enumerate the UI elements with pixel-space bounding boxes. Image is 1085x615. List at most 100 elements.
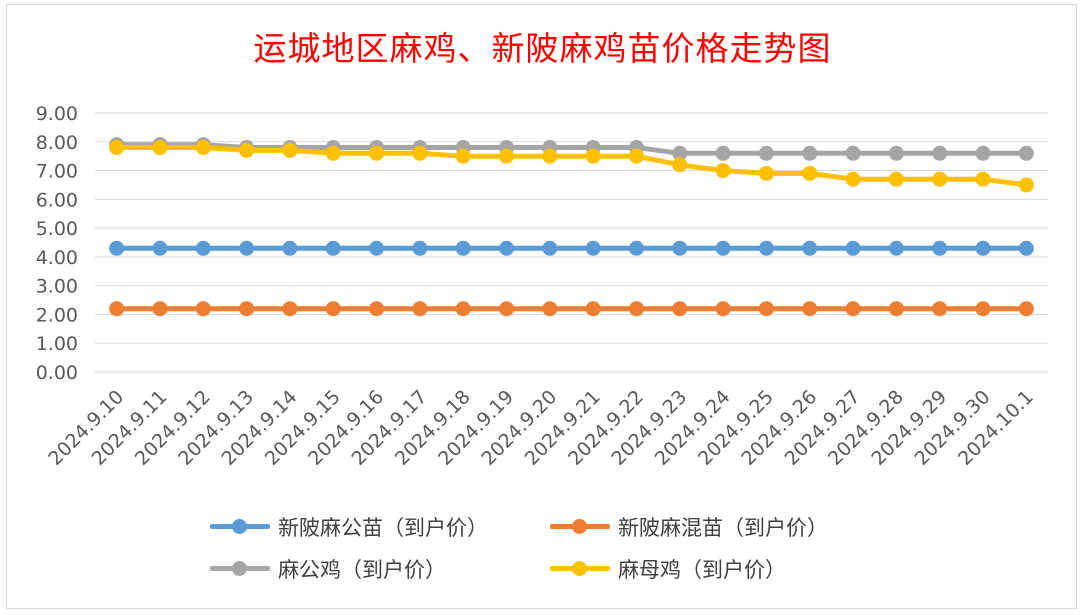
data-point bbox=[109, 301, 125, 317]
legend-label-1: 新陂麻公苗（到户价） bbox=[278, 516, 488, 540]
data-point bbox=[888, 240, 904, 256]
data-point bbox=[325, 145, 341, 161]
data-point bbox=[585, 240, 601, 256]
data-point bbox=[845, 240, 861, 256]
data-point bbox=[455, 148, 471, 164]
data-point bbox=[195, 301, 211, 317]
data-point bbox=[585, 148, 601, 164]
data-point bbox=[975, 171, 991, 187]
data-point bbox=[585, 301, 601, 317]
series-line-4 bbox=[114, 145, 1029, 188]
data-point bbox=[1018, 240, 1034, 256]
legend-item-2[interactable]: 新陂麻混苗（到户价） bbox=[550, 512, 890, 542]
data-point bbox=[932, 301, 948, 317]
data-point bbox=[932, 145, 948, 161]
data-point bbox=[758, 240, 774, 256]
data-point bbox=[672, 301, 688, 317]
legend-item-4[interactable]: 麻母鸡（到户价） bbox=[550, 554, 890, 584]
data-point bbox=[888, 145, 904, 161]
y-tick-label: 9.00 bbox=[36, 103, 78, 125]
data-point bbox=[672, 157, 688, 173]
data-point bbox=[758, 145, 774, 161]
legend-label-3: 麻公鸡（到户价） bbox=[278, 558, 446, 582]
data-point bbox=[239, 142, 255, 158]
data-point bbox=[282, 301, 298, 317]
data-point bbox=[499, 301, 515, 317]
data-point bbox=[499, 240, 515, 256]
data-point bbox=[628, 148, 644, 164]
data-point bbox=[325, 301, 341, 317]
data-point bbox=[845, 171, 861, 187]
y-tick-label: 3.00 bbox=[36, 276, 78, 298]
data-point bbox=[195, 140, 211, 156]
data-point bbox=[369, 301, 385, 317]
data-point bbox=[239, 301, 255, 317]
data-point bbox=[412, 240, 428, 256]
data-point bbox=[802, 145, 818, 161]
data-point bbox=[715, 240, 731, 256]
data-point bbox=[715, 301, 731, 317]
legend-marker-1 bbox=[210, 512, 270, 542]
y-tick-label: 5.00 bbox=[36, 218, 78, 240]
y-tick-label: 7.00 bbox=[36, 161, 78, 183]
data-point bbox=[975, 145, 991, 161]
data-point bbox=[758, 165, 774, 181]
legend-item-3[interactable]: 麻公鸡（到户价） bbox=[210, 554, 550, 584]
data-point bbox=[888, 301, 904, 317]
data-point bbox=[628, 240, 644, 256]
legend-item-1[interactable]: 新陂麻公苗（到户价） bbox=[210, 512, 550, 542]
chart-legend: 新陂麻公苗（到户价） 新陂麻混苗（到户价） 麻公鸡（到户价） 麻母鸡（到户价） bbox=[210, 512, 910, 584]
data-point bbox=[932, 240, 948, 256]
legend-marker-3 bbox=[210, 554, 270, 584]
data-point bbox=[369, 240, 385, 256]
y-tick-label: 0.00 bbox=[36, 362, 78, 384]
data-point bbox=[152, 140, 168, 156]
data-point bbox=[845, 301, 861, 317]
data-point bbox=[672, 240, 688, 256]
y-tick-label: 6.00 bbox=[36, 189, 78, 211]
data-point bbox=[1018, 145, 1034, 161]
y-tick-label: 8.00 bbox=[36, 132, 78, 154]
legend-marker-4 bbox=[550, 554, 610, 584]
data-point bbox=[282, 142, 298, 158]
data-point bbox=[412, 301, 428, 317]
data-point bbox=[455, 301, 471, 317]
data-point bbox=[845, 145, 861, 161]
data-point bbox=[412, 145, 428, 161]
data-point bbox=[715, 163, 731, 179]
data-point bbox=[672, 145, 688, 161]
data-point bbox=[195, 240, 211, 256]
series-line-3 bbox=[114, 142, 1029, 156]
data-point bbox=[455, 240, 471, 256]
chart-title: 运城地区麻鸡、新陂麻鸡苗价格走势图 bbox=[253, 29, 832, 68]
data-point bbox=[152, 240, 168, 256]
data-point bbox=[542, 240, 558, 256]
data-point bbox=[239, 240, 255, 256]
data-point bbox=[1018, 177, 1034, 193]
data-point bbox=[1018, 301, 1034, 317]
data-point bbox=[802, 301, 818, 317]
data-point bbox=[802, 240, 818, 256]
data-point bbox=[542, 148, 558, 164]
data-point bbox=[975, 240, 991, 256]
data-point bbox=[975, 301, 991, 317]
data-point bbox=[499, 148, 515, 164]
data-point bbox=[802, 165, 818, 181]
data-point bbox=[325, 240, 341, 256]
data-point bbox=[758, 301, 774, 317]
data-point bbox=[152, 301, 168, 317]
y-tick-label: 4.00 bbox=[36, 247, 78, 269]
legend-label-4: 麻母鸡（到户价） bbox=[618, 558, 786, 582]
data-point bbox=[109, 140, 125, 156]
y-tick-label: 1.00 bbox=[36, 333, 78, 355]
data-point bbox=[932, 171, 948, 187]
y-tick-label: 2.00 bbox=[36, 304, 78, 326]
data-point bbox=[715, 145, 731, 161]
data-point bbox=[369, 145, 385, 161]
data-point bbox=[282, 240, 298, 256]
legend-marker-2 bbox=[550, 512, 610, 542]
legend-label-2: 新陂麻混苗（到户价） bbox=[618, 516, 828, 540]
data-point bbox=[628, 301, 644, 317]
data-point bbox=[109, 240, 125, 256]
